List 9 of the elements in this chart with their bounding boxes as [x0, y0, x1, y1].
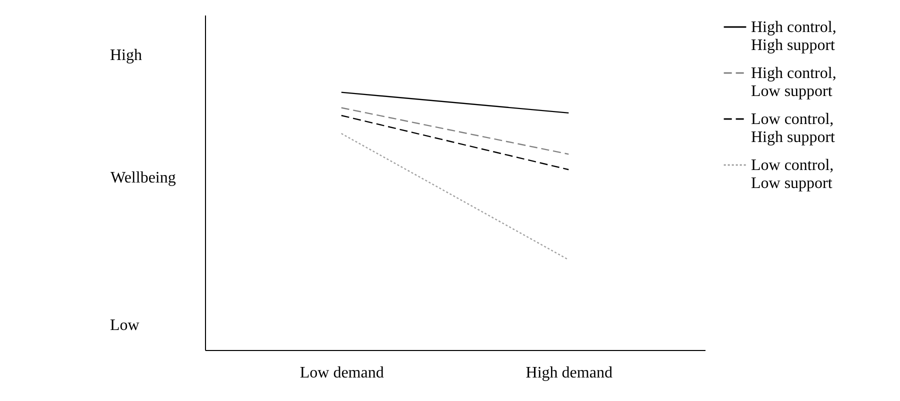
legend-label: High control, High support	[751, 19, 836, 54]
legend-label: Low control, High support	[751, 111, 836, 146]
x-tick-label: Low demand	[300, 364, 384, 382]
text: Low	[110, 317, 140, 334]
y-axis-title: Wellbeing	[110, 170, 176, 186]
legend-label: Low control, Low support	[751, 157, 834, 192]
legend-label: High control, Low support	[751, 65, 836, 100]
x-tick-label: High demand	[526, 364, 612, 382]
text: High	[110, 47, 142, 64]
